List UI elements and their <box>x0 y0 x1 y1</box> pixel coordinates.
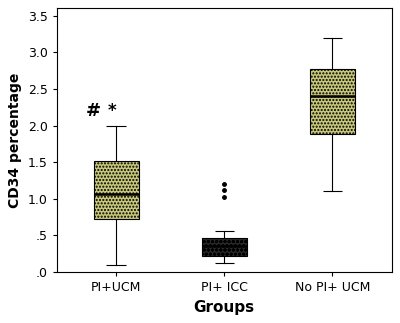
X-axis label: Groups: Groups <box>194 300 255 315</box>
Text: *: * <box>108 102 116 120</box>
Text: #: # <box>86 102 101 120</box>
Bar <box>202 238 247 256</box>
Y-axis label: CD34 percentage: CD34 percentage <box>8 73 22 208</box>
Bar <box>310 69 355 134</box>
Bar <box>94 161 139 219</box>
